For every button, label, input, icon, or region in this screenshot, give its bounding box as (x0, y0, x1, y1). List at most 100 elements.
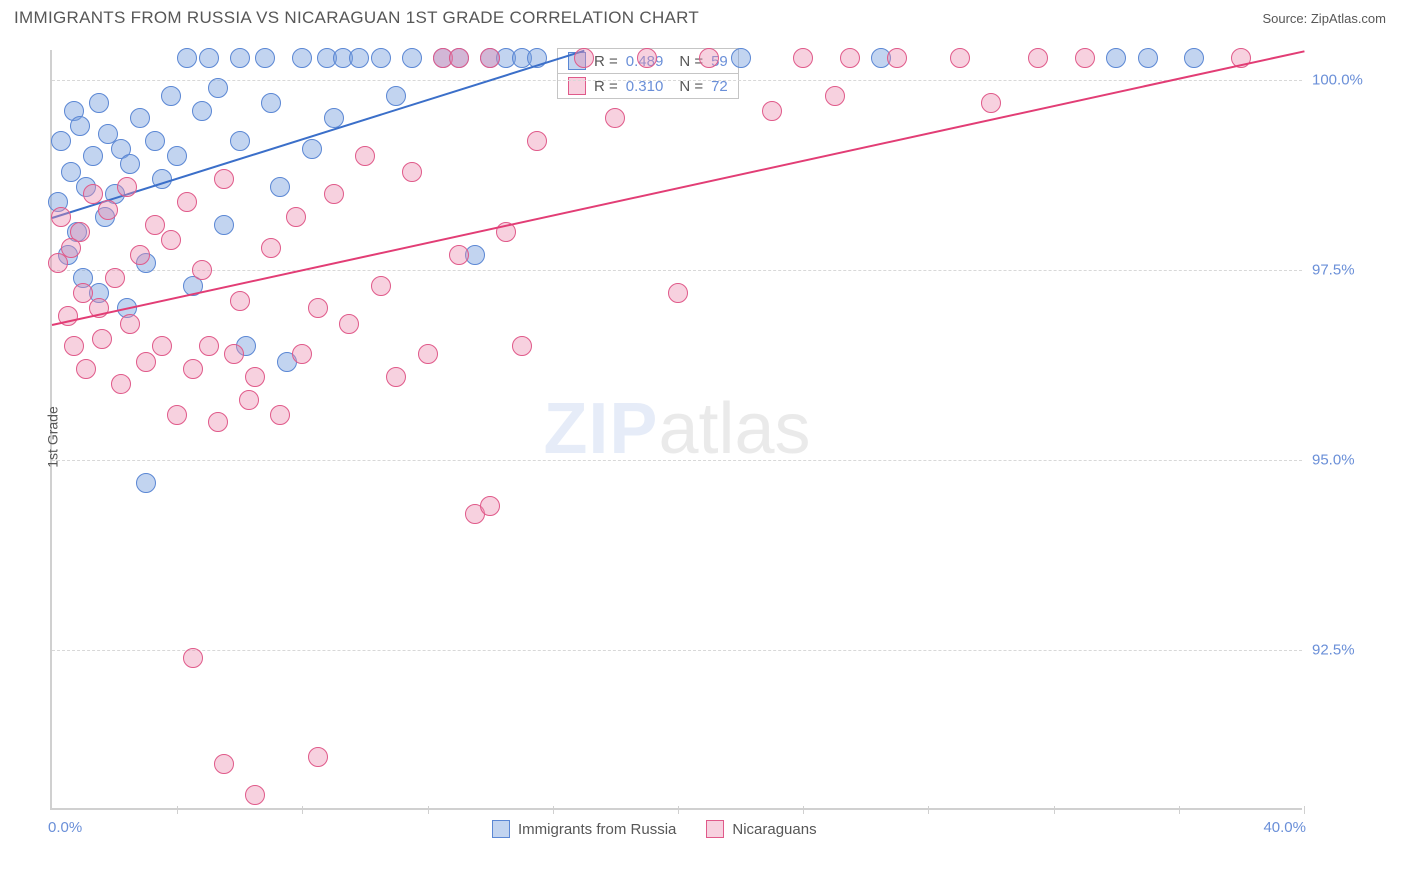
data-point (349, 48, 369, 68)
stats-legend-row: R =0.310N =72 (558, 73, 738, 98)
data-point (887, 48, 907, 68)
gridline (52, 650, 1302, 651)
data-point (177, 192, 197, 212)
data-point (89, 93, 109, 113)
y-axis-title: 1st Grade (45, 406, 61, 467)
data-point (386, 86, 406, 106)
data-point (73, 283, 93, 303)
data-point (386, 367, 406, 387)
gridline (52, 270, 1302, 271)
data-point (480, 496, 500, 516)
data-point (111, 374, 131, 394)
data-point (981, 93, 1001, 113)
data-point (480, 48, 500, 68)
data-point (92, 329, 112, 349)
data-point (98, 200, 118, 220)
gridline (52, 80, 1302, 81)
data-point (61, 162, 81, 182)
data-point (136, 352, 156, 372)
data-point (183, 359, 203, 379)
data-point (199, 48, 219, 68)
series-legend: Immigrants from Russia Nicaraguans (492, 820, 817, 838)
data-point (1184, 48, 1204, 68)
legend-label: Immigrants from Russia (518, 821, 676, 838)
data-point (183, 648, 203, 668)
x-tick (177, 806, 178, 814)
chart-title: IMMIGRANTS FROM RUSSIA VS NICARAGUAN 1ST… (14, 8, 699, 28)
data-point (70, 222, 90, 242)
x-tick (302, 806, 303, 814)
data-point (308, 298, 328, 318)
data-point (192, 260, 212, 280)
legend-label: Nicaraguans (732, 821, 816, 838)
data-point (402, 162, 422, 182)
watermark-zip: ZIP (543, 389, 658, 469)
data-point (605, 108, 625, 128)
data-point (950, 48, 970, 68)
data-point (239, 390, 259, 410)
data-point (292, 48, 312, 68)
data-point (224, 344, 244, 364)
x-tick (803, 806, 804, 814)
scatter-chart: ZIPatlas 1st Grade 0.0% 40.0% R =0.489N … (50, 50, 1302, 810)
y-tick-label: 97.5% (1312, 262, 1355, 279)
data-point (418, 344, 438, 364)
data-point (339, 314, 359, 334)
gridline (52, 460, 1302, 461)
data-point (130, 108, 150, 128)
data-point (261, 238, 281, 258)
data-point (230, 291, 250, 311)
legend-swatch (492, 820, 510, 838)
data-point (177, 48, 197, 68)
legend-swatch (706, 820, 724, 838)
data-point (70, 116, 90, 136)
r-label: R = (594, 53, 618, 70)
legend-item: Immigrants from Russia (492, 820, 676, 838)
data-point (83, 184, 103, 204)
source-prefix: Source: (1262, 11, 1310, 26)
watermark-atlas: atlas (658, 389, 810, 469)
watermark: ZIPatlas (543, 388, 810, 470)
data-point (167, 405, 187, 425)
data-point (449, 245, 469, 265)
chart-header: IMMIGRANTS FROM RUSSIA VS NICARAGUAN 1ST… (0, 0, 1406, 34)
x-tick (928, 806, 929, 814)
data-point (208, 78, 228, 98)
data-point (574, 48, 594, 68)
data-point (308, 747, 328, 767)
data-point (130, 245, 150, 265)
data-point (302, 139, 322, 159)
data-point (371, 276, 391, 296)
chart-source: Source: ZipAtlas.com (1262, 11, 1386, 26)
y-tick-label: 95.0% (1312, 452, 1355, 469)
data-point (449, 48, 469, 68)
data-point (699, 48, 719, 68)
data-point (214, 169, 234, 189)
data-point (668, 283, 688, 303)
data-point (245, 367, 265, 387)
data-point (245, 785, 265, 805)
data-point (1028, 48, 1048, 68)
data-point (1075, 48, 1095, 68)
data-point (120, 314, 140, 334)
data-point (527, 131, 547, 151)
data-point (637, 48, 657, 68)
data-point (512, 336, 532, 356)
data-point (208, 412, 228, 432)
data-point (402, 48, 422, 68)
x-tick (1054, 806, 1055, 814)
data-point (255, 48, 275, 68)
data-point (136, 473, 156, 493)
x-tick (553, 806, 554, 814)
y-tick-label: 92.5% (1312, 642, 1355, 659)
data-point (199, 336, 219, 356)
data-point (145, 131, 165, 151)
data-point (145, 215, 165, 235)
data-point (161, 230, 181, 250)
data-point (192, 101, 212, 121)
data-point (214, 215, 234, 235)
data-point (731, 48, 751, 68)
data-point (825, 86, 845, 106)
data-point (117, 177, 137, 197)
data-point (152, 336, 172, 356)
